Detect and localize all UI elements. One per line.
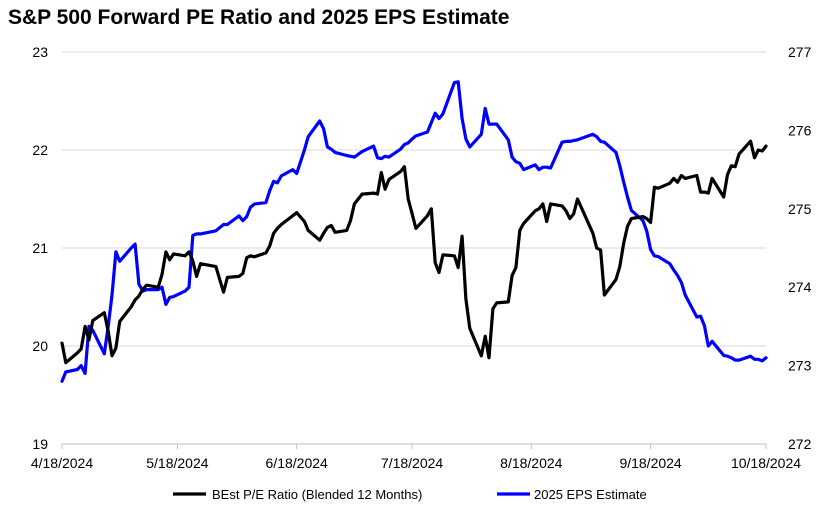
y-right-tick-label: 276 [788, 122, 812, 138]
y-left-tick-label: 20 [32, 338, 48, 354]
x-tick-label: 10/18/2024 [731, 455, 801, 471]
legend-label-1: 2025 EPS Estimate [534, 487, 647, 502]
y-right-tick-label: 274 [788, 279, 812, 295]
x-tick-label: 4/18/2024 [31, 455, 93, 471]
legend-label-0: BEst P/E Ratio (Blended 12 Months) [212, 487, 422, 502]
x-tick-label: 5/18/2024 [146, 455, 208, 471]
y-left-tick-label: 19 [32, 436, 48, 452]
y-left-tick-label: 21 [32, 240, 48, 256]
y-right-tick-label: 275 [788, 201, 812, 217]
x-tick-label: 6/18/2024 [266, 455, 328, 471]
x-tick-label: 7/18/2024 [381, 455, 443, 471]
x-tick-label: 9/18/2024 [619, 455, 681, 471]
y-right-tick-label: 273 [788, 358, 812, 374]
y-right-tick-label: 277 [788, 44, 812, 60]
series-line-eps-estimate [60, 80, 768, 383]
x-tick-label: 8/18/2024 [500, 455, 562, 471]
y-right-tick-label: 272 [788, 436, 812, 452]
y-left-tick-label: 22 [32, 142, 48, 158]
chart-title: S&P 500 Forward PE Ratio and 2025 EPS Es… [8, 6, 510, 29]
series-line-pe-ratio [60, 139, 768, 365]
y-left-tick-label: 23 [32, 44, 48, 60]
